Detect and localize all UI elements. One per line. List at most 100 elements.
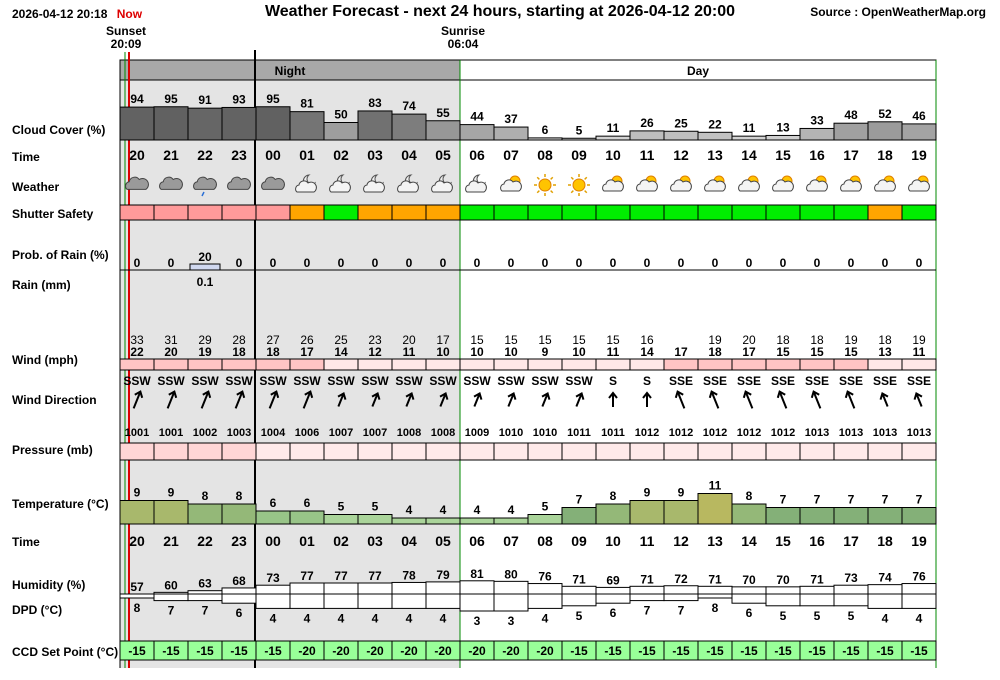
wind-direction-label: SSE: [839, 374, 863, 388]
temperature-value: 7: [814, 493, 821, 507]
humidity-value: 77: [334, 569, 348, 583]
current-datetime: 2026-04-12 20:18 Now: [12, 7, 142, 21]
shutter-cell-green: [799, 204, 835, 221]
rain-prob-value: 0: [372, 256, 379, 270]
row-label-temperature: Temperature (°C): [12, 497, 109, 511]
wind-direction-label: SSW: [225, 374, 253, 388]
wind-gust-value: 17: [436, 333, 450, 347]
humidity-value: 79: [436, 568, 450, 582]
wind-arrow-head: [134, 390, 144, 399]
ccd-value: -15: [910, 644, 928, 658]
cloud-shape: [261, 176, 285, 190]
wind-arrow-shaft: [132, 391, 142, 409]
sun-cloud-icon: [500, 175, 522, 192]
cloud-shape: [738, 179, 760, 192]
wind-speed-value: 15: [776, 345, 790, 359]
humidity-value: 70: [742, 573, 756, 587]
pressure-value: 1001: [159, 427, 183, 439]
wind-arrow-shaft: [676, 391, 686, 409]
ccd-value: -15: [774, 644, 792, 658]
temperature-value: 4: [440, 503, 447, 517]
wind-direction-label: SSW: [293, 374, 321, 388]
sun-cloud-icon: [704, 175, 726, 192]
ccd-value: -20: [502, 644, 520, 658]
cloud-value: 74: [402, 99, 416, 113]
cloud-bar: [697, 131, 733, 141]
temperature-bar: [901, 507, 937, 525]
time-label-bottom: 00: [265, 533, 281, 549]
time-label-bottom: 16: [809, 533, 825, 549]
cloud-shape: [397, 180, 419, 193]
wind-speed-value: 20: [164, 345, 178, 359]
dpd-value: 4: [372, 611, 379, 625]
time-label: 00: [265, 147, 281, 163]
cloud-shape: [772, 179, 794, 192]
wind-speed-value: 17: [300, 345, 314, 359]
ccd-value: -20: [366, 644, 384, 658]
wind-arrow: [507, 392, 517, 407]
temperature-bar: [221, 503, 257, 525]
temperature-bar: [187, 503, 223, 525]
wind-speed-value: 11: [607, 345, 620, 359]
shutter-cell-orange: [289, 204, 325, 221]
cloud-shape: [806, 179, 828, 192]
temperature-value: 8: [236, 489, 243, 503]
dpd-value: 4: [406, 611, 413, 625]
wind-arrow-shaft: [439, 393, 447, 407]
moon-cloud-icon: [329, 174, 351, 193]
dpd-value: 4: [542, 611, 549, 625]
wind-arrow-head: [270, 390, 280, 399]
dpd-value: 8: [712, 601, 719, 615]
shutter-cell-orange: [391, 204, 427, 221]
temperature-bar: [867, 507, 903, 525]
cloud-shape: [227, 176, 251, 190]
wind-arrow-head: [708, 390, 718, 399]
temperature-value: 9: [168, 486, 175, 500]
temperature-value: 4: [406, 503, 413, 517]
ccd-value: -15: [740, 644, 758, 658]
wind-direction-label: SSW: [123, 374, 151, 388]
pressure-cell: [289, 442, 325, 461]
time-label-bottom: 20: [129, 533, 145, 549]
dpd-bar: [833, 593, 869, 607]
cloud-shape: [125, 176, 149, 190]
pressure-cell: [731, 442, 767, 461]
rain-prob-value: 0: [440, 256, 447, 270]
pressure-value: 1011: [601, 427, 625, 439]
wind-direction-label: SSW: [463, 374, 491, 388]
cloud-shape: [193, 176, 217, 190]
humidity-value: 70: [776, 573, 790, 587]
pressure-value: 1012: [737, 427, 761, 439]
row-label-wind-direction: Wind Direction: [12, 393, 97, 407]
dpd-value: 6: [236, 606, 243, 620]
cloud-value: 11: [743, 121, 756, 135]
wind-bar: [323, 358, 359, 371]
temperature-bar: [493, 517, 529, 525]
temperature-value: 9: [678, 486, 685, 500]
pressure-cell: [425, 442, 461, 461]
sun-ray: [536, 190, 540, 194]
dpd-value: 3: [508, 614, 515, 628]
cloud-shape: [363, 180, 385, 193]
humidity-bar: [901, 583, 937, 596]
wind-speed-value: 17: [742, 345, 756, 359]
humidity-value: 73: [266, 571, 280, 585]
time-label: 03: [367, 147, 383, 163]
wind-bar: [901, 358, 937, 371]
dpd-bar: [799, 593, 835, 607]
wind-arrow: [642, 391, 652, 407]
temperature-bar: [527, 514, 563, 525]
cloud-bar: [561, 137, 597, 141]
wind-bar: [493, 358, 529, 371]
humidity-bar: [289, 582, 325, 596]
rain-prob-value: 0: [678, 256, 685, 270]
cloud-shape: [159, 176, 183, 190]
ccd-value: -20: [332, 644, 350, 658]
wind-arrow: [776, 390, 788, 409]
humidity-value: 73: [844, 571, 858, 585]
wind-arrow: [405, 392, 415, 407]
temperature-bar: [833, 507, 869, 525]
time-label: 11: [640, 147, 655, 163]
humidity-value: 57: [130, 580, 144, 594]
row-label-ccd-set-point: CCD Set Point (°C): [12, 645, 119, 659]
